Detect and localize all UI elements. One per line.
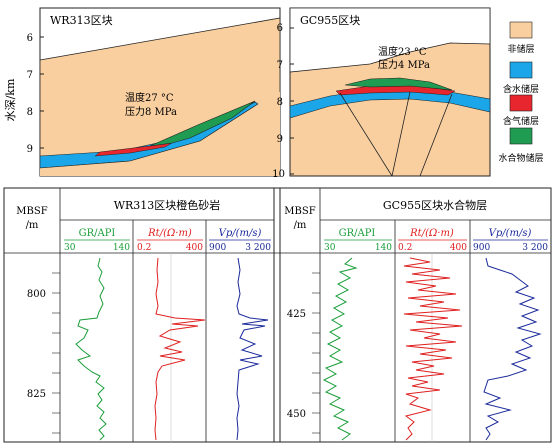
right-track-gr-min: 30: [324, 243, 336, 253]
left-track-gr-min: 30: [64, 243, 76, 253]
right-cross-section: 6 7 8 9 10 GC955区块 温度23 °C 压力4 MPa: [272, 7, 491, 180]
legend-label-gas: 含气储层: [503, 115, 539, 127]
right-depth-axis: 425 450: [287, 272, 320, 434]
right-track-vp-min: 900: [473, 243, 490, 253]
legend-swatch-gas: [509, 94, 533, 112]
right-track-vp-name: Vp/(m/s): [489, 228, 532, 239]
left-depth-header-mbsf: MBSF: [16, 206, 47, 217]
left-rt-curve: [154, 257, 206, 441]
right-track-rt-min: 0.2: [398, 243, 412, 253]
right-temp-label: 温度23 °C: [378, 45, 427, 58]
left-log-title: WR313区块橙色砂岩: [114, 198, 221, 212]
left-depth-header-unit: /m: [26, 220, 39, 231]
left-track-vp-name: Vp/(m/s): [219, 228, 262, 239]
left-cross-section: 6 7 8 9 WR313区块 温度27 °C 压力8 MPa: [27, 7, 281, 177]
right-pressure-label: 压力4 MPa: [378, 58, 430, 71]
legend-swatch-non-reservoir: [509, 21, 533, 39]
left-panel-title: WR313区块: [50, 14, 113, 27]
right-depth-tick-6: 6: [277, 23, 283, 34]
left-track-vp-max: 3 200: [245, 243, 271, 253]
left-gr-curve: [75, 257, 107, 441]
right-vp-curve: [483, 257, 542, 441]
left-vp-curve: [236, 257, 269, 441]
right-gr-curve: [322, 257, 358, 441]
left-depth-tick-825: 825: [27, 389, 46, 400]
left-depth-tick-800: 800: [27, 289, 46, 300]
left-track-rt-max: 400: [186, 243, 203, 253]
legend-swatch-water: [509, 61, 533, 79]
left-track-vp-min: 900: [209, 243, 226, 253]
right-depth-header-mbsf: MBSF: [284, 206, 315, 217]
left-temp-label: 温度27 °C: [125, 91, 174, 104]
right-depth-tick-10: 10: [272, 169, 285, 180]
right-depth-tick-425: 425: [287, 309, 306, 320]
right-track-rt-max: 400: [450, 243, 467, 253]
legend-swatch-hydrate: [509, 127, 533, 145]
left-track-gr-max: 140: [113, 243, 130, 253]
left-depth-tick-8: 8: [27, 107, 33, 118]
y-axis-label: 水深/km: [4, 78, 17, 121]
left-depth-tick-9: 9: [27, 144, 33, 155]
well-log-frame: [3, 187, 552, 443]
left-pressure-label: 压力8 MPa: [125, 105, 177, 118]
right-log-title: GC955区块水合物层: [383, 198, 487, 212]
right-track-vp-max: 3 200: [522, 243, 548, 253]
left-track-rt-min: 0.2: [137, 243, 151, 253]
right-depth-tick-7: 7: [277, 60, 283, 71]
left-depth-tick-7: 7: [27, 70, 33, 81]
right-depth-tick-8: 8: [277, 97, 283, 108]
right-track-gr-max: 140: [375, 243, 392, 253]
left-depth-axis: 800 825: [27, 272, 60, 434]
legend-label-water: 含水储层: [503, 83, 539, 95]
legend: 非储层 含水储层 含气储层 水合物储层: [498, 21, 544, 164]
left-track-gr-name: GR/API: [79, 228, 116, 239]
right-panel-title: GC955区块: [300, 14, 360, 27]
right-track-gr-name: GR/API: [339, 228, 376, 239]
right-depth-tick-450: 450: [287, 409, 306, 420]
right-depth-header-unit: /m: [294, 220, 307, 231]
legend-label-non-reservoir: 非储层: [507, 43, 534, 55]
right-rt-curve: [403, 257, 463, 441]
legend-label-hydrate: 水合物储层: [498, 152, 543, 164]
left-depth-tick-6: 6: [27, 33, 33, 44]
right-track-rt-name: Rt/(Ω·m): [409, 228, 454, 239]
right-depth-tick-9: 9: [277, 134, 283, 145]
left-track-rt-name: Rt/(Ω·m): [147, 228, 192, 239]
